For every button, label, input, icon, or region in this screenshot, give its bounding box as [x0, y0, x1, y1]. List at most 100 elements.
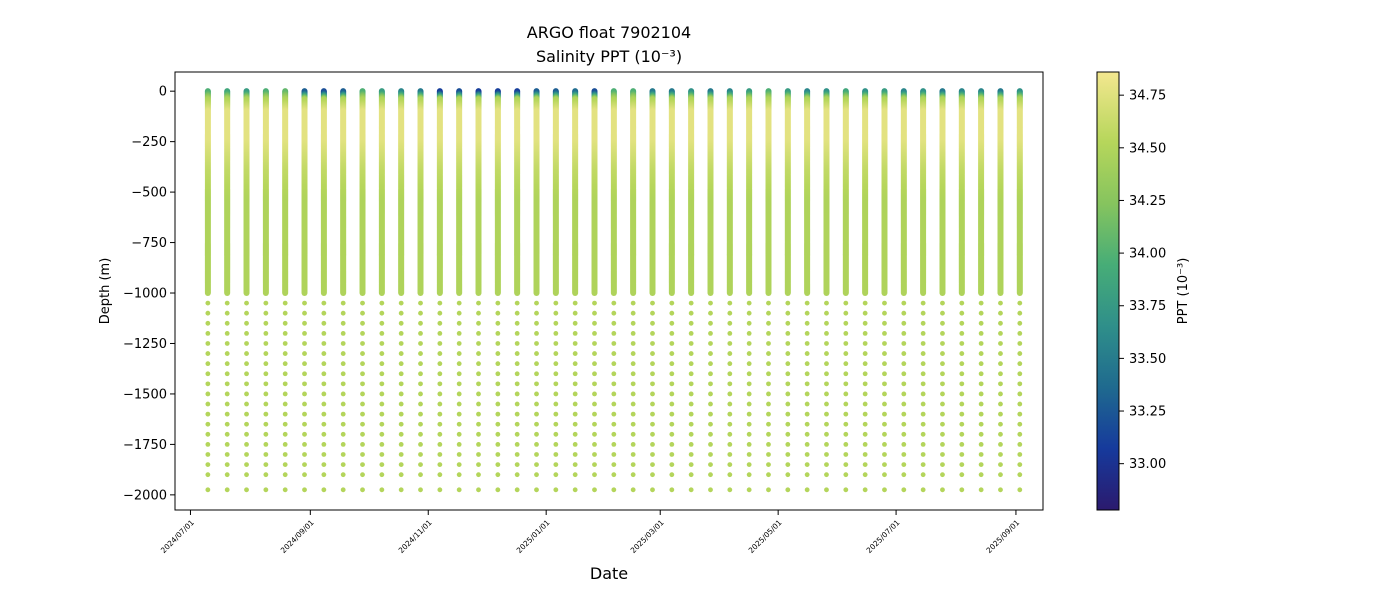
data-point	[592, 487, 597, 493]
data-point	[244, 411, 249, 417]
data-point	[572, 300, 578, 306]
data-point	[340, 462, 346, 467]
data-point	[456, 290, 463, 297]
data-point	[592, 341, 597, 346]
data-point	[553, 351, 559, 356]
data-point	[418, 351, 423, 356]
data-point	[360, 391, 365, 397]
data-point	[553, 361, 559, 367]
profile	[610, 88, 617, 493]
data-point	[592, 462, 597, 467]
data-point	[611, 462, 617, 467]
data-point	[611, 411, 617, 417]
data-point	[360, 442, 365, 447]
data-point	[360, 452, 365, 457]
data-point	[282, 341, 288, 346]
data-point	[611, 391, 617, 397]
data-point	[321, 452, 327, 457]
data-point	[456, 371, 462, 377]
data-point	[282, 361, 288, 367]
data-point	[224, 487, 230, 493]
data-point	[398, 310, 404, 316]
data-point	[572, 401, 578, 407]
data-point	[418, 330, 423, 336]
data-point	[204, 290, 211, 297]
data-point	[321, 341, 327, 346]
data-point	[321, 472, 327, 478]
data-point	[611, 371, 617, 377]
data-point	[263, 371, 269, 377]
data-point	[534, 452, 539, 457]
data-point	[418, 431, 423, 437]
data-point	[534, 391, 539, 397]
data-point	[592, 452, 597, 457]
data-point	[495, 371, 501, 377]
data-point	[553, 401, 559, 407]
data-point	[398, 401, 404, 407]
data-point	[456, 411, 462, 417]
data-point	[321, 391, 327, 397]
data-point	[398, 351, 404, 356]
data-point	[592, 330, 597, 336]
data-point	[572, 361, 578, 367]
profile	[591, 88, 598, 493]
data-point	[321, 330, 327, 336]
data-point	[592, 401, 597, 407]
data-point	[244, 421, 249, 427]
data-point	[534, 300, 539, 306]
data-point	[360, 371, 365, 377]
data-point	[302, 310, 307, 316]
data-point	[263, 487, 269, 493]
data-point	[321, 310, 327, 316]
data-point	[398, 431, 404, 437]
data-point	[244, 442, 249, 447]
data-point	[224, 442, 230, 447]
data-point	[224, 320, 230, 326]
data-point	[282, 310, 288, 316]
data-point	[263, 472, 269, 478]
data-point	[282, 351, 288, 356]
data-point	[514, 290, 521, 297]
data-point	[418, 310, 423, 316]
data-point	[456, 401, 462, 407]
data-point	[360, 341, 365, 346]
data-point	[572, 421, 578, 427]
data-point	[418, 462, 423, 467]
data-point	[611, 401, 617, 407]
data-point	[244, 431, 249, 437]
data-point	[572, 411, 578, 417]
data-point	[418, 472, 423, 478]
data-point	[592, 472, 597, 478]
profile	[320, 88, 327, 493]
data-point	[437, 381, 443, 387]
data-point	[205, 300, 211, 306]
data-point	[418, 320, 423, 326]
data-point	[476, 330, 481, 336]
data-point	[340, 487, 346, 493]
data-point	[456, 421, 462, 427]
data-point	[514, 371, 520, 377]
data-point	[514, 381, 520, 387]
data-point	[263, 411, 269, 417]
data-point	[263, 361, 269, 367]
data-point	[302, 341, 307, 346]
data-point	[437, 421, 443, 427]
data-point	[572, 310, 578, 316]
data-point	[495, 487, 501, 493]
data-point	[476, 442, 481, 447]
data-point	[611, 310, 617, 316]
data-point	[340, 310, 346, 316]
data-point	[282, 290, 289, 297]
data-point	[321, 371, 327, 377]
profile	[340, 88, 347, 493]
data-point	[611, 300, 617, 306]
data-point	[398, 421, 404, 427]
data-point	[340, 452, 346, 457]
data-point	[572, 462, 578, 467]
data-point	[302, 320, 307, 326]
data-point	[534, 381, 539, 387]
data-point	[340, 472, 346, 478]
data-point	[360, 421, 365, 427]
data-point	[263, 462, 269, 467]
data-point	[244, 300, 249, 306]
